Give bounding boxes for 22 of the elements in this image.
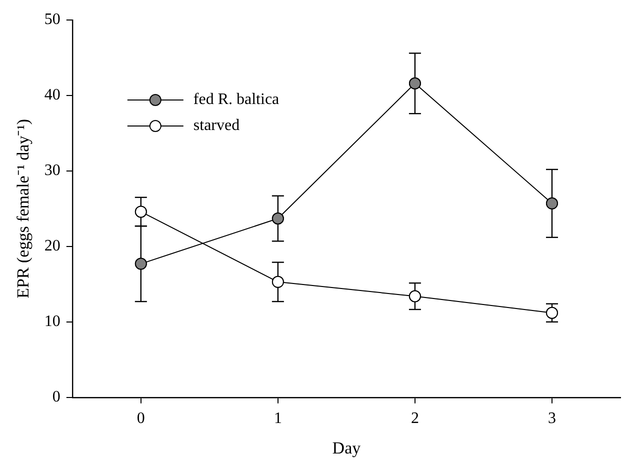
y-axis-title: EPR (eggs female⁻¹ day⁻¹): [14, 118, 33, 298]
y-tick-label: 20: [44, 238, 60, 255]
legend-label: fed R. baltica: [193, 91, 280, 108]
point: [134, 206, 147, 218]
point: [546, 306, 558, 319]
legend-label: starved: [193, 117, 240, 134]
x-axis-title: Day: [332, 438, 362, 458]
point: [408, 290, 421, 302]
y-tick-label: 50: [44, 11, 60, 28]
x-tick-label: 0: [136, 410, 145, 428]
point: [134, 258, 147, 270]
y-tick-label: 30: [44, 162, 60, 180]
x-tick-label: 2: [410, 410, 419, 428]
point: [272, 276, 284, 288]
point: [272, 212, 284, 225]
x-tick-label: 1: [274, 410, 282, 428]
y-tick-label: 10: [44, 313, 60, 330]
point: [408, 77, 421, 90]
y-tick-label: 40: [44, 86, 60, 104]
point: [546, 197, 558, 210]
x-tick-label: 3: [548, 410, 556, 428]
y-tick-label: 0: [52, 388, 60, 406]
